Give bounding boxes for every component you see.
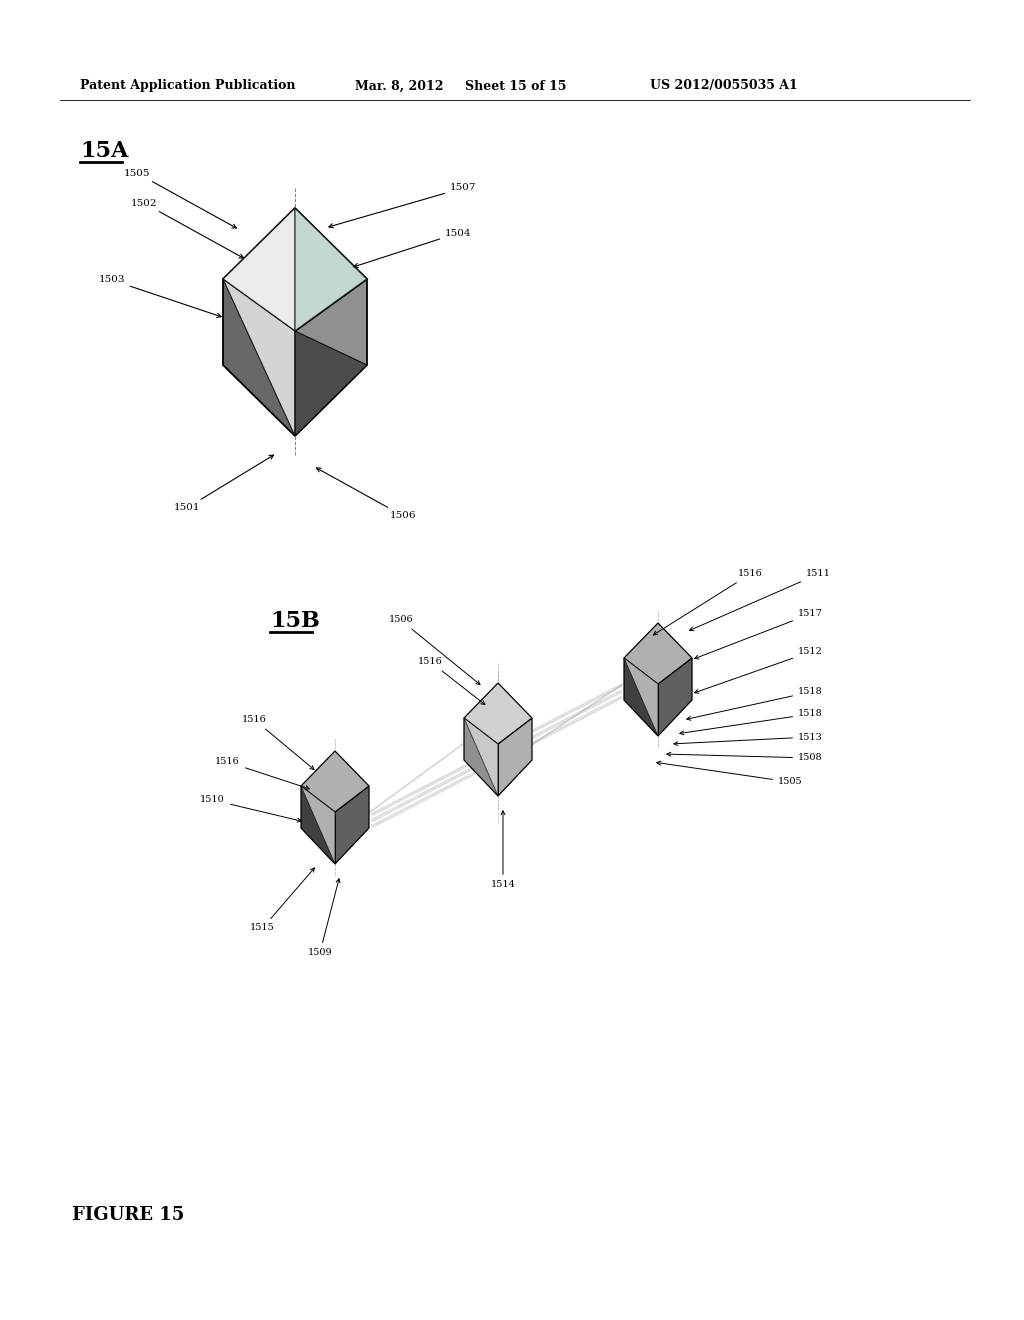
Text: 1514: 1514 xyxy=(490,810,515,888)
Text: 1518: 1518 xyxy=(680,710,822,735)
Polygon shape xyxy=(658,657,692,737)
Polygon shape xyxy=(295,331,367,436)
Text: 1512: 1512 xyxy=(694,648,823,693)
Text: 1505: 1505 xyxy=(656,762,803,787)
Text: 1515: 1515 xyxy=(250,869,314,932)
Polygon shape xyxy=(223,209,295,331)
Polygon shape xyxy=(301,785,335,865)
Text: 15A: 15A xyxy=(80,140,128,162)
Polygon shape xyxy=(301,785,335,865)
Polygon shape xyxy=(624,623,692,684)
Text: Mar. 8, 2012: Mar. 8, 2012 xyxy=(355,79,443,92)
Text: 1516: 1516 xyxy=(243,715,314,770)
Text: 1507: 1507 xyxy=(329,183,476,228)
Text: 1506: 1506 xyxy=(388,615,480,685)
Polygon shape xyxy=(301,751,369,812)
Text: 1513: 1513 xyxy=(674,733,823,746)
Text: 1501: 1501 xyxy=(173,455,273,512)
Text: 1509: 1509 xyxy=(307,879,340,957)
Text: Patent Application Publication: Patent Application Publication xyxy=(80,79,296,92)
Polygon shape xyxy=(624,657,658,737)
Polygon shape xyxy=(223,279,295,436)
Text: 1511: 1511 xyxy=(689,569,830,631)
Text: 1502: 1502 xyxy=(130,198,244,257)
Text: 1504: 1504 xyxy=(354,228,471,268)
Text: 1506: 1506 xyxy=(316,469,417,520)
Text: 15B: 15B xyxy=(270,610,319,632)
Polygon shape xyxy=(464,718,498,796)
Text: 1516: 1516 xyxy=(418,657,485,705)
Polygon shape xyxy=(335,785,369,865)
Text: FIGURE 15: FIGURE 15 xyxy=(72,1206,184,1224)
Polygon shape xyxy=(498,718,532,796)
Text: 1516: 1516 xyxy=(215,758,309,789)
Polygon shape xyxy=(295,209,367,331)
Text: Sheet 15 of 15: Sheet 15 of 15 xyxy=(465,79,566,92)
Text: 1518: 1518 xyxy=(687,688,822,721)
Text: 1510: 1510 xyxy=(201,796,301,822)
Polygon shape xyxy=(464,718,498,796)
Polygon shape xyxy=(464,682,532,744)
Text: 1517: 1517 xyxy=(694,610,823,659)
Polygon shape xyxy=(624,657,658,737)
Text: US 2012/0055035 A1: US 2012/0055035 A1 xyxy=(650,79,798,92)
Text: 1516: 1516 xyxy=(653,569,763,635)
Polygon shape xyxy=(295,279,367,436)
Polygon shape xyxy=(223,279,295,436)
Text: 1503: 1503 xyxy=(98,276,221,317)
Text: 1508: 1508 xyxy=(667,752,822,763)
Text: 1505: 1505 xyxy=(124,169,237,228)
Polygon shape xyxy=(223,209,367,331)
